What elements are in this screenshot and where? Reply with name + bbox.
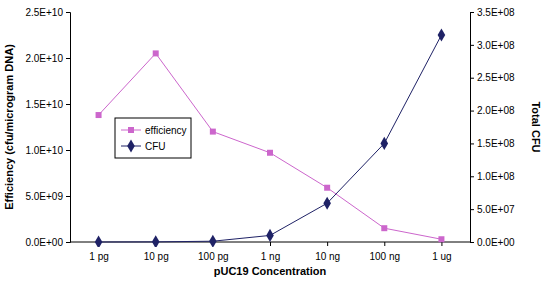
tick: 3.5E+08	[470, 7, 515, 18]
tick-label: 3.5E+08	[477, 7, 515, 18]
marker	[324, 185, 330, 191]
tick-label: 1 ug	[432, 251, 451, 262]
marker	[380, 137, 388, 150]
tick: 0.0E+00	[470, 237, 515, 248]
tick-label: 2.0E+08	[477, 105, 515, 116]
marker	[209, 235, 217, 247]
axis-line	[66, 13, 71, 243]
tick-mark	[470, 242, 474, 243]
y2-axis: 0.0E+00 5.0E+07 1.0E+08 1.5E+08 2.0E+08 2.5E+…	[470, 7, 515, 248]
tick-label: 1 ng	[261, 251, 280, 262]
legend-marker	[127, 139, 135, 152]
tick-mark	[470, 111, 474, 112]
legend-label: efficiency	[145, 125, 187, 136]
tick: 3.0E+08	[470, 40, 515, 51]
tick: 1.5E+08	[470, 138, 515, 149]
tick-mark	[470, 45, 474, 46]
tick: 1.0E+08	[470, 171, 515, 182]
tick: 0.0E+00	[25, 237, 70, 248]
tick-mark	[470, 143, 474, 144]
marker	[210, 129, 216, 135]
legend-box	[115, 118, 191, 158]
tick-label: 1.5E+08	[477, 138, 515, 149]
tick-label: 5.0E+07	[477, 204, 515, 215]
x-axis: 1 pg 10 pg 100 pg 1 ng 10 ng 100 ng 1 ug	[70, 242, 470, 262]
plot-area	[95, 28, 445, 247]
tick: 1 ug	[432, 242, 451, 262]
tick-mark	[66, 196, 70, 197]
tick-mark	[470, 78, 474, 79]
tick-label: 1 pg	[89, 251, 108, 262]
tick-label: 10 pg	[144, 251, 169, 262]
tick: 1 ng	[261, 242, 280, 262]
tick: 100 ng	[369, 242, 400, 262]
series-line	[99, 53, 442, 239]
legend-label: CFU	[145, 141, 166, 152]
marker	[267, 150, 273, 156]
tick: 2.0E+08	[470, 105, 515, 116]
marker	[96, 112, 102, 118]
tick-mark	[66, 104, 70, 105]
tick-label: 100 pg	[198, 251, 229, 262]
tick-label: 2.5E+10	[25, 7, 63, 18]
tick-mark	[66, 12, 70, 13]
marker	[153, 50, 159, 56]
tick-label: 0.0E+00	[477, 237, 515, 248]
tick-label: 3.0E+08	[477, 40, 515, 51]
tick-label: 10 ng	[315, 251, 340, 262]
x-title: pUC19 Concentration	[214, 265, 327, 277]
tick-mark	[327, 242, 328, 246]
tick-mark	[66, 150, 70, 151]
y-axis: 0.0E+00 5.0E+09 1.0E+10 1.5E+10 2.0E+10 2.5E+…	[25, 7, 70, 248]
axis-line	[471, 13, 475, 243]
marker	[95, 235, 103, 247]
tick: 2.5E+08	[470, 72, 515, 83]
tick-mark	[470, 12, 474, 13]
legend-marker	[128, 127, 134, 133]
tick-label: 1.0E+10	[25, 145, 63, 156]
marker	[266, 229, 274, 242]
tick-label: 100 ng	[369, 251, 400, 262]
tick-label: 1.0E+08	[477, 171, 515, 182]
tick: 1.0E+10	[25, 145, 70, 156]
legend: efficiency CFU	[115, 118, 191, 158]
tick: 2.5E+10	[25, 7, 70, 18]
tick-mark	[441, 242, 442, 246]
tick: 1.5E+10	[25, 99, 70, 110]
tick-mark	[384, 242, 385, 246]
series-line	[99, 35, 442, 242]
chart: 0.0E+00 5.0E+09 1.0E+10 1.5E+10 2.0E+10 2.5E+…	[0, 0, 545, 285]
marker	[438, 236, 444, 242]
tick-mark	[66, 242, 70, 243]
tick-mark	[270, 242, 271, 246]
marker	[381, 225, 387, 231]
tick: 5.0E+09	[25, 191, 70, 202]
tick-mark	[470, 176, 474, 177]
tick-label: 1.5E+10	[25, 99, 63, 110]
tick: 10 ng	[315, 242, 340, 262]
tick: 2.0E+10	[25, 53, 70, 64]
tick-label: 5.0E+09	[25, 191, 63, 202]
tick-label: 2.5E+08	[477, 72, 515, 83]
marker	[323, 197, 331, 210]
tick-label: 2.0E+10	[25, 53, 63, 64]
marker	[438, 28, 446, 41]
y-title: Efficiency (cfu/microgram DNA)	[3, 44, 15, 210]
tick-mark	[66, 58, 70, 59]
tick: 5.0E+07	[470, 204, 515, 215]
tick-mark	[470, 209, 474, 210]
y2-title: Total CFU	[530, 101, 542, 152]
marker	[152, 235, 160, 247]
tick-label: 0.0E+00	[25, 237, 63, 248]
